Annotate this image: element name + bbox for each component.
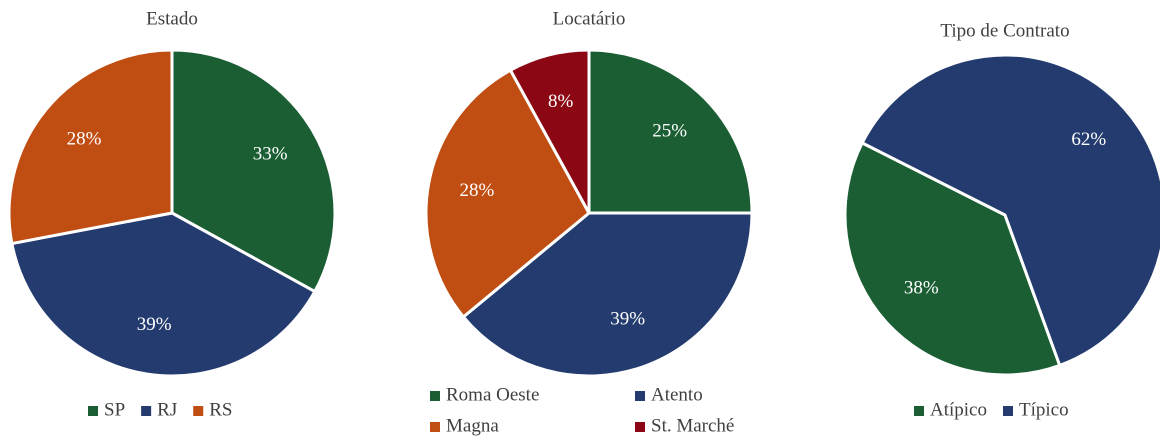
pie-slice <box>170 48 337 294</box>
pie-slice <box>843 141 1062 377</box>
legend-swatch <box>914 406 924 416</box>
slice-label: 39% <box>137 314 172 335</box>
pie-slice <box>860 53 1160 367</box>
slice-label: 8% <box>548 91 574 112</box>
pie-slice <box>424 68 591 319</box>
legend-label: Típico <box>1019 399 1069 420</box>
slice-label: 33% <box>253 143 288 164</box>
slice-label: 28% <box>460 180 495 201</box>
legend-label: Atípico <box>930 399 987 420</box>
legend-label: RS <box>209 399 232 420</box>
legend-swatch <box>88 406 98 416</box>
pie-chart: Estado 33% 39% 28% SP RJ RS <box>7 8 337 420</box>
legend-swatch <box>635 391 645 401</box>
pie-slice <box>461 211 754 378</box>
legend-label: Roma Oeste <box>446 384 539 405</box>
pie-slice <box>587 48 754 215</box>
legend-label: RJ <box>157 399 177 420</box>
legend-swatch <box>193 406 204 416</box>
legend-label: SP <box>104 399 125 420</box>
pie-chart: Tipo de Contrato 38% 62% Atípico Típico <box>843 20 1160 420</box>
pie-slice <box>10 211 317 378</box>
legend-swatch <box>430 391 440 401</box>
slice-label: 25% <box>652 121 687 142</box>
legend-swatch <box>141 406 152 416</box>
legend-label: St. Marché <box>651 415 734 436</box>
legend-label: Magna <box>446 415 499 436</box>
slice-label: 28% <box>67 129 102 150</box>
legend-swatch <box>1003 406 1013 416</box>
legend-swatch <box>635 422 645 432</box>
pie-slice <box>7 48 174 246</box>
chart-title: Tipo de Contrato <box>940 20 1069 41</box>
slice-label: 39% <box>610 309 645 330</box>
chart-title: Locatário <box>553 8 626 29</box>
legend-label: Atento <box>651 384 703 405</box>
chart-title: Estado <box>146 8 198 29</box>
slice-label: 62% <box>1071 129 1106 150</box>
slice-label: 38% <box>904 278 939 299</box>
legend-swatch <box>430 422 440 432</box>
pie-slice <box>508 48 591 215</box>
pie-chart: Locatário 25% 39% 28% 8% Roma Oeste Atento Magn… <box>424 8 754 436</box>
